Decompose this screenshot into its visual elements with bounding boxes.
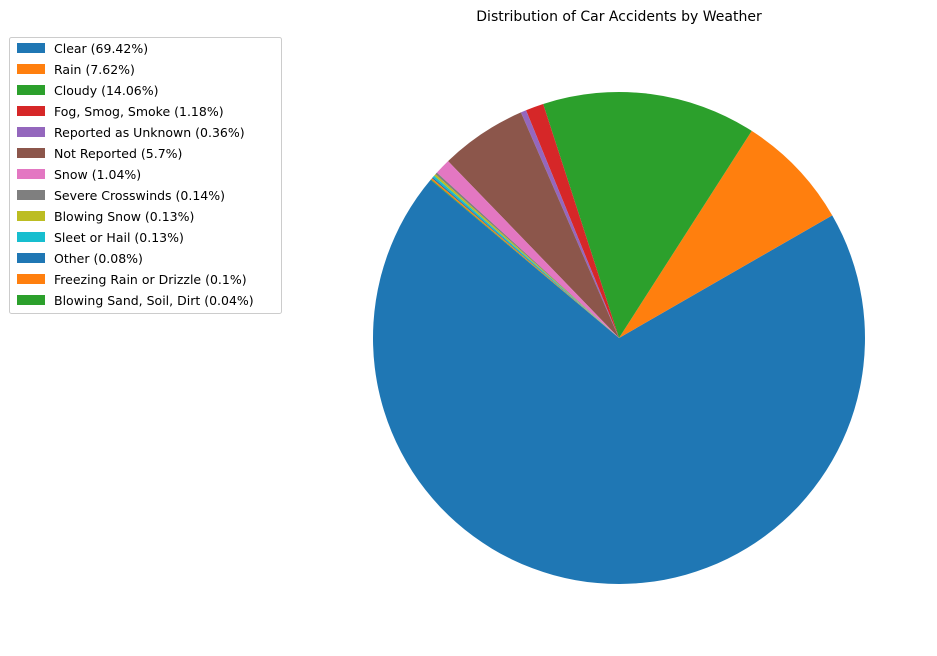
legend-label: Freezing Rain or Drizzle (0.1%)	[54, 272, 247, 287]
legend-label: Other (0.08%)	[54, 251, 143, 266]
legend-item-12: Blowing Sand, Soil, Dirt (0.04%)	[17, 293, 254, 308]
legend-label: Fog, Smog, Smoke (1.18%)	[54, 104, 224, 119]
pie-slice-6	[436, 161, 619, 338]
legend-swatch	[17, 85, 45, 95]
legend-swatch	[17, 190, 45, 200]
legend-item-1: Rain (7.62%)	[17, 62, 135, 77]
pie-slice-0	[372, 179, 865, 584]
legend-label: Severe Crosswinds (0.14%)	[54, 188, 225, 203]
legend-label: Not Reported (5.7%)	[54, 146, 182, 161]
chart-title: Distribution of Car Accidents by Weather	[476, 9, 762, 25]
legend-swatch	[17, 64, 45, 74]
pie-slice-4	[520, 110, 619, 338]
legend-label: Snow (1.04%)	[54, 167, 141, 182]
legend-swatch	[17, 295, 45, 305]
legend-item-6: Snow (1.04%)	[17, 167, 141, 182]
legend-frame	[9, 37, 282, 314]
legend-swatch	[17, 211, 45, 221]
pie-slice-12	[430, 179, 619, 338]
pie-slice-2	[543, 92, 752, 338]
legend-item-11: Freezing Rain or Drizzle (0.1%)	[17, 272, 247, 287]
legend: Clear (69.42%) Rain (7.62%) Cloudy (14.06%…	[9, 37, 282, 314]
pie-slice-1	[619, 130, 833, 338]
legend-swatch	[17, 106, 45, 116]
legend-item-7: Severe Crosswinds (0.14%)	[17, 188, 225, 203]
pie-slice-8	[434, 174, 619, 338]
legend-item-0: Clear (69.42%)	[17, 41, 148, 56]
legend-item-3: Fog, Smog, Smoke (1.18%)	[17, 104, 224, 119]
legend-item-5: Not Reported (5.7%)	[17, 146, 182, 161]
legend-item-2: Cloudy (14.06%)	[17, 83, 159, 98]
legend-item-8: Blowing Snow (0.13%)	[17, 209, 194, 224]
pie-slice-9	[432, 175, 619, 338]
legend-label: Rain (7.62%)	[54, 62, 135, 77]
legend-items: Clear (69.42%) Rain (7.62%) Cloudy (14.06%…	[17, 41, 254, 308]
pie-slice-11	[430, 178, 619, 338]
pie-slice-7	[435, 172, 619, 338]
legend-swatch	[17, 274, 45, 284]
pie-slice-3	[526, 103, 619, 339]
legend-label: Sleet or Hail (0.13%)	[54, 230, 184, 245]
legend-label: Reported as Unknown (0.36%)	[54, 125, 245, 140]
legend-label: Clear (69.42%)	[54, 41, 148, 56]
legend-swatch	[17, 43, 45, 53]
pie-slice-10	[431, 177, 619, 338]
legend-label: Cloudy (14.06%)	[54, 83, 159, 98]
legend-swatch	[17, 253, 45, 263]
legend-item-9: Sleet or Hail (0.13%)	[17, 230, 184, 245]
pie-slices	[372, 92, 865, 584]
legend-swatch	[17, 169, 45, 179]
legend-label: Blowing Snow (0.13%)	[54, 209, 194, 224]
legend-item-4: Reported as Unknown (0.36%)	[17, 125, 245, 140]
legend-swatch	[17, 148, 45, 158]
legend-item-10: Other (0.08%)	[17, 251, 143, 266]
legend-swatch	[17, 232, 45, 242]
legend-swatch	[17, 127, 45, 137]
pie-slice-5	[448, 112, 619, 338]
legend-label: Blowing Sand, Soil, Dirt (0.04%)	[54, 293, 254, 308]
